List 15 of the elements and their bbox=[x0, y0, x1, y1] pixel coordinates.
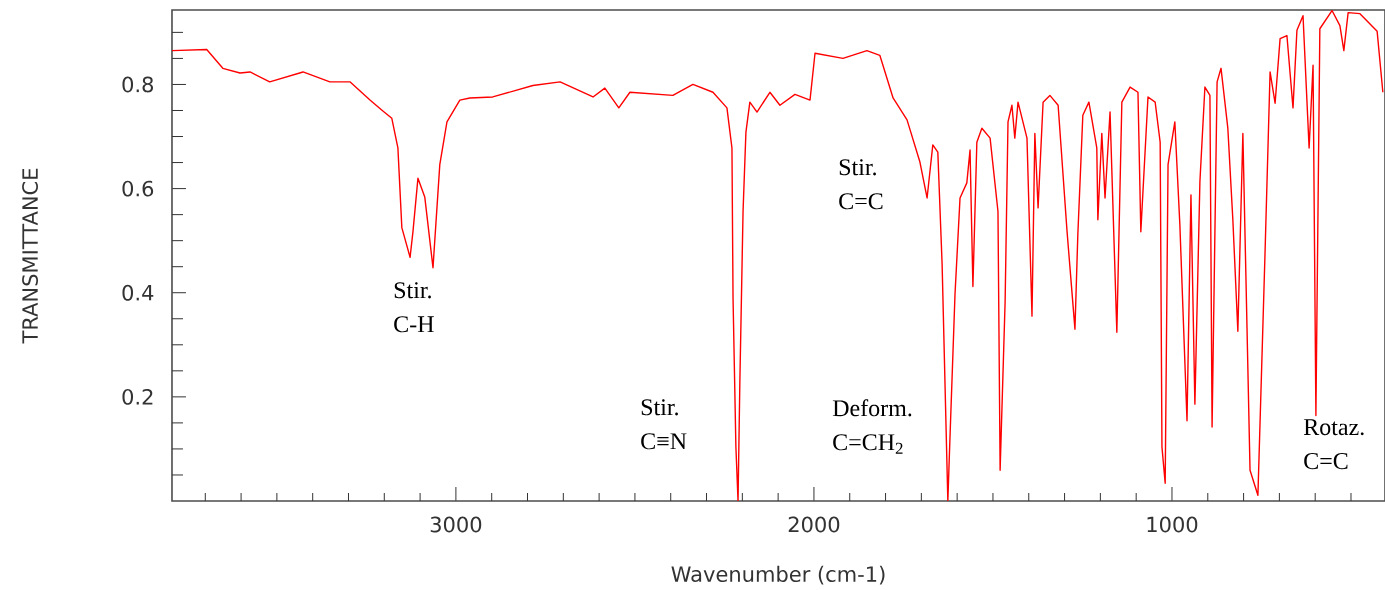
y-tick-label: 0.8 bbox=[122, 76, 154, 93]
y-tick-label: 0.4 bbox=[122, 284, 154, 301]
x-tick-label: 3000 bbox=[430, 516, 482, 533]
annotation: Stir. C-H bbox=[394, 282, 434, 333]
x-axis-title: Wavenumber (cm-1) bbox=[671, 565, 885, 585]
x-tick-label: 2000 bbox=[788, 516, 840, 533]
annotation: Rotaz. C=C bbox=[1303, 419, 1364, 470]
y-tick-label: 0.2 bbox=[122, 388, 153, 405]
annotation: Stir. C≡N bbox=[641, 399, 687, 450]
annotation: Stir. C=C bbox=[839, 159, 883, 210]
y-tick-label: 0.6 bbox=[122, 180, 154, 197]
x-tick-label: 1000 bbox=[1147, 516, 1198, 533]
y-axis-title: TRANSMITTANCE bbox=[22, 168, 38, 344]
line-series bbox=[171, 10, 1384, 501]
annotation: Deform. C=CH$_{2}$ bbox=[832, 399, 912, 454]
